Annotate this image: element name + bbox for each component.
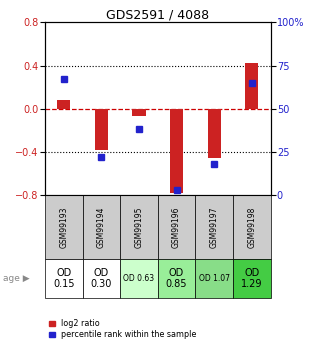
Text: GSM99193: GSM99193: [59, 206, 68, 248]
Bar: [233, 259, 271, 298]
Bar: [170, 109, 183, 193]
Bar: [245, 63, 258, 109]
Text: GSM99197: GSM99197: [210, 206, 219, 248]
Bar: [120, 195, 158, 259]
Title: GDS2591 / 4088: GDS2591 / 4088: [106, 8, 209, 21]
Bar: [195, 195, 233, 259]
Bar: [45, 259, 83, 298]
Text: OD
0.85: OD 0.85: [166, 268, 187, 289]
Text: age ▶: age ▶: [3, 274, 30, 283]
Text: OD
0.30: OD 0.30: [91, 268, 112, 289]
Text: OD
1.29: OD 1.29: [241, 268, 262, 289]
Bar: [132, 109, 146, 116]
Bar: [158, 195, 195, 259]
Text: OD
0.15: OD 0.15: [53, 268, 75, 289]
Bar: [233, 195, 271, 259]
Bar: [45, 195, 83, 259]
Text: OD 1.07: OD 1.07: [199, 274, 230, 283]
Text: GSM99196: GSM99196: [172, 206, 181, 248]
Bar: [208, 109, 221, 158]
Bar: [158, 259, 195, 298]
Bar: [83, 259, 120, 298]
Text: GSM99198: GSM99198: [247, 206, 256, 247]
Bar: [195, 259, 233, 298]
Bar: [95, 109, 108, 150]
Bar: [57, 100, 71, 109]
Bar: [120, 259, 158, 298]
Text: OD 0.63: OD 0.63: [123, 274, 155, 283]
Text: GSM99194: GSM99194: [97, 206, 106, 248]
Legend: log2 ratio, percentile rank within the sample: log2 ratio, percentile rank within the s…: [49, 319, 197, 339]
Bar: [83, 195, 120, 259]
Text: GSM99195: GSM99195: [135, 206, 144, 248]
